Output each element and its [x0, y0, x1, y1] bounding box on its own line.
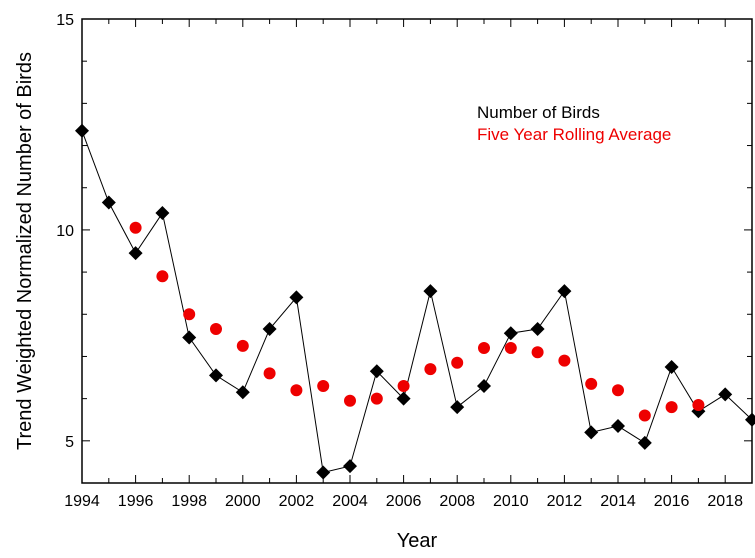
number-of-birds-point — [316, 465, 331, 480]
number-of-birds-point — [530, 322, 545, 337]
x-tick-label: 1996 — [118, 493, 154, 510]
number-of-birds-point — [745, 412, 755, 427]
rolling-average-point — [612, 384, 624, 397]
number-of-birds-point — [262, 322, 277, 337]
number-of-birds-point — [396, 391, 411, 406]
x-tick-label: 2010 — [493, 493, 529, 510]
number-of-birds-point — [503, 326, 518, 341]
x-tick-label: 2008 — [439, 493, 475, 510]
rolling-average-point — [344, 394, 356, 407]
number-of-birds-point — [477, 378, 491, 393]
number-of-birds-point — [718, 387, 733, 402]
rolling-average-point — [129, 221, 142, 234]
rolling-average-point — [424, 363, 437, 376]
plot-frame — [81, 18, 753, 484]
y-tick-label: 15 — [56, 12, 74, 29]
rolling-average-point — [638, 409, 651, 422]
number-of-birds-point — [101, 195, 116, 210]
legend-entry-rolling-average: Five Year Rolling Average — [477, 125, 671, 144]
number-of-birds-markers — [75, 123, 755, 480]
rolling-average-point — [290, 384, 303, 397]
rolling-average-point — [504, 342, 517, 355]
rolling-average-point — [531, 346, 544, 359]
rolling-average-point — [156, 270, 169, 283]
x-tick-label: 2012 — [547, 493, 583, 510]
rolling-average-point — [585, 377, 598, 390]
number-of-birds-point — [155, 206, 170, 221]
x-tick-label: 2004 — [332, 493, 368, 510]
number-of-birds-point — [450, 400, 465, 415]
x-axis-label: Year — [397, 530, 438, 552]
number-of-birds-point — [209, 368, 223, 383]
number-of-birds-point — [343, 459, 357, 474]
rolling-average-point — [210, 323, 222, 336]
x-tick-label: 2002 — [279, 493, 315, 510]
rolling-average-point — [263, 367, 276, 380]
number-of-birds-point — [557, 284, 572, 299]
rolling-average-point — [451, 356, 464, 369]
number-of-birds-point — [235, 385, 250, 400]
rolling-average-point — [236, 339, 249, 352]
x-tick-label: 2014 — [600, 493, 636, 510]
y-tick-label: 5 — [65, 434, 74, 451]
number-of-birds-point — [637, 435, 652, 450]
number-of-birds-point — [128, 246, 143, 261]
y-axis-label: Trend Weighted Normalized Number of Bird… — [14, 52, 36, 450]
x-tick-labels: 1994 1996 1998 2000 2002 2004 2006 2008 2010 2012… — [64, 493, 743, 510]
number-of-birds-point — [423, 284, 438, 299]
x-tick-label: 1998 — [171, 493, 207, 510]
x-tick-label: 2016 — [654, 493, 690, 510]
x-tick-label: 1994 — [64, 493, 100, 510]
y-tick-labels: 5 10 15 — [56, 12, 74, 451]
rolling-average-point — [478, 342, 490, 355]
y-tick-label: 10 — [56, 223, 74, 240]
number-of-birds-point — [369, 364, 384, 379]
rolling-average-point — [665, 401, 678, 414]
number-of-birds-point — [75, 123, 89, 138]
number-of-birds-point — [584, 425, 599, 440]
legend-entry-number-of-birds: Number of Birds — [477, 103, 600, 122]
x-tick-label: 2000 — [225, 493, 261, 510]
rolling-average-point — [317, 379, 330, 392]
number-of-birds-point — [611, 419, 625, 434]
number-of-birds-line — [81, 130, 753, 474]
rolling-average-point — [183, 308, 196, 321]
rolling-average-point — [692, 398, 705, 411]
rolling-average-markers — [129, 221, 705, 422]
rolling-average-point — [370, 392, 383, 405]
number-of-birds-point — [289, 290, 304, 305]
number-of-birds-point — [664, 360, 679, 374]
x-tick-label: 2006 — [386, 493, 422, 510]
x-tick-label: 2018 — [707, 493, 743, 510]
rolling-average-point — [558, 354, 571, 367]
rolling-average-point — [397, 379, 410, 392]
axis-ticks — [81, 18, 753, 484]
number-of-birds-point — [182, 330, 197, 345]
